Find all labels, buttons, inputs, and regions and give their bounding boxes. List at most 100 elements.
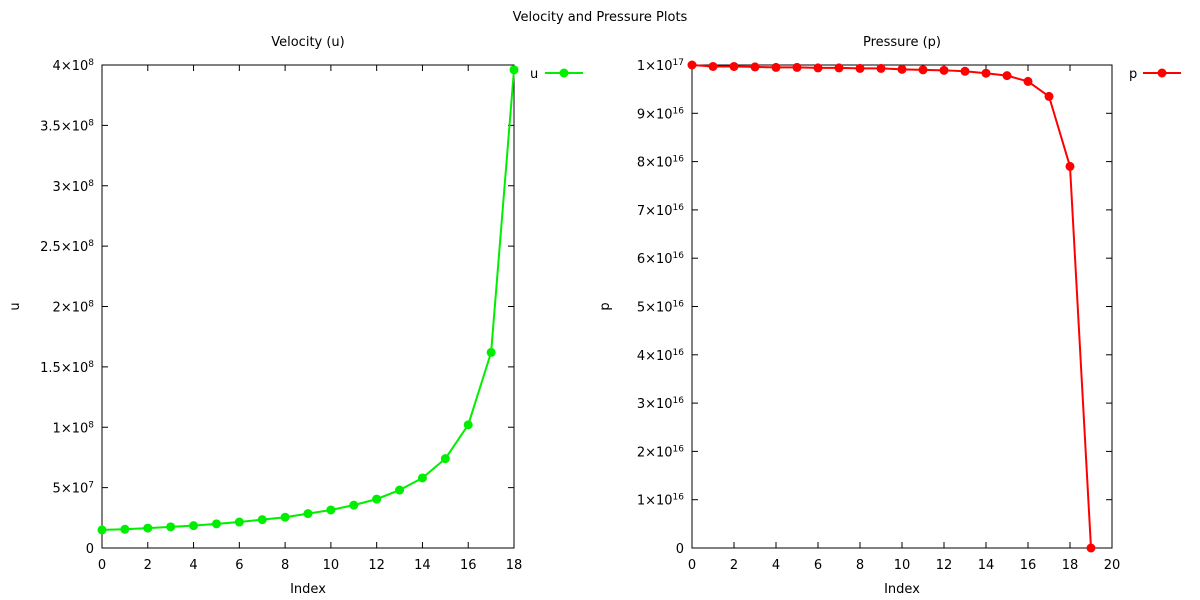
- velocity-data-point: [120, 524, 130, 534]
- pressure-y-tick-base: 4×10: [637, 349, 673, 364]
- velocity-y-tick-exponent: 8: [88, 118, 94, 128]
- velocity-data-point: [97, 525, 107, 535]
- pressure-legend-marker: [1157, 68, 1167, 78]
- pressure-data-point: [939, 65, 949, 75]
- velocity-series-line: [101, 69, 515, 531]
- velocity-x-tick-label: 0: [98, 558, 106, 573]
- velocity-y-tick-label: 5×107: [53, 481, 94, 497]
- velocity-x-axis-label: Index: [290, 582, 326, 597]
- figure-title: Velocity and Pressure Plots: [513, 10, 688, 25]
- velocity-y-tick-label: 3.5×108: [40, 118, 94, 134]
- pressure-y-tick-exponent: 16: [673, 155, 685, 165]
- pressure-y-tick-exponent: 16: [673, 396, 685, 406]
- velocity-data-point: [303, 509, 313, 519]
- pressure-x-tick-label: 20: [1104, 558, 1121, 573]
- pressure-y-tick-base: 0: [676, 542, 684, 557]
- velocity-y-tick-label: 0: [86, 542, 94, 557]
- pressure-x-axis-label: Index: [884, 582, 920, 597]
- pressure-data-point: [918, 65, 928, 75]
- pressure-y-axis-label: p: [598, 302, 613, 310]
- velocity-y-tick-base: 0: [86, 542, 94, 557]
- velocity-y-tick-base: 2.5×10: [40, 240, 88, 255]
- velocity-data-point: [189, 521, 199, 531]
- pressure-x-tick-label: 12: [936, 558, 953, 573]
- pressure-x-tick-label: 6: [814, 558, 822, 573]
- pressure-x-tick-label: 16: [1020, 558, 1037, 573]
- velocity-x-tick-label: 6: [235, 558, 243, 573]
- pressure-y-tick-exponent: 17: [673, 58, 684, 68]
- pressure-x-tick-label: 0: [688, 558, 696, 573]
- velocity-y-tick-exponent: 7: [88, 481, 94, 491]
- velocity-data-point: [440, 454, 450, 464]
- pressure-plot-frame: [691, 64, 1113, 549]
- velocity-y-tick-base: 1.5×10: [40, 361, 88, 376]
- velocity-y-tick-base: 2×10: [53, 301, 89, 316]
- pressure-y-tick-label: 7×1016: [637, 203, 684, 219]
- pressure-data-point: [792, 62, 802, 72]
- velocity-x-tick-label: 16: [460, 558, 477, 573]
- pressure-y-tick-label: 1×1017: [637, 58, 684, 74]
- velocity-y-tick-label: 1×108: [53, 420, 95, 436]
- pressure-y-tick-base: 5×10: [637, 301, 673, 316]
- pressure-y-tick-label: 1×1016: [637, 493, 684, 509]
- velocity-y-tick-base: 5×10: [53, 482, 89, 497]
- pressure-y-tick-label: 5×1016: [637, 300, 684, 316]
- velocity-y-tick-exponent: 8: [88, 239, 94, 249]
- pressure-y-tick-label: 6×1016: [637, 251, 684, 267]
- velocity-y-tick-base: 4×10: [53, 59, 89, 74]
- pressure-data-point: [813, 63, 823, 73]
- pressure-y-tick-base: 9×10: [637, 107, 673, 122]
- pressure-y-tick-exponent: 16: [673, 203, 685, 213]
- pressure-y-tick-base: 6×10: [637, 252, 673, 267]
- pressure-x-tick-label: 8: [856, 558, 864, 573]
- velocity-data-point: [486, 347, 496, 357]
- pressure-data-point: [981, 68, 991, 78]
- pressure-data-point: [897, 64, 907, 74]
- pressure-chart-title: Pressure (p): [863, 35, 941, 50]
- pressure-y-tick-base: 1×10: [637, 59, 673, 74]
- pressure-data-point: [834, 63, 844, 73]
- velocity-y-tick-exponent: 8: [88, 58, 94, 68]
- pressure-data-point: [708, 61, 718, 71]
- pressure-data-point: [855, 63, 865, 73]
- pressure-y-tick-label: 2×1016: [637, 444, 684, 460]
- velocity-y-tick-base: 3.5×10: [40, 119, 88, 134]
- velocity-x-tick-label: 8: [281, 558, 289, 573]
- pressure-x-tick-label: 4: [772, 558, 780, 573]
- velocity-data-point: [166, 522, 176, 532]
- velocity-data-point: [280, 512, 290, 522]
- velocity-y-tick-label: 2.5×108: [40, 239, 94, 255]
- pressure-series-line: [691, 64, 1092, 549]
- velocity-data-point: [417, 473, 427, 483]
- velocity-y-tick-label: 4×108: [53, 58, 95, 74]
- velocity-x-tick-label: 2: [144, 558, 152, 573]
- pressure-y-tick-exponent: 16: [673, 493, 685, 503]
- velocity-y-tick-label: 2×108: [53, 300, 95, 316]
- pressure-data-point: [1044, 91, 1054, 101]
- pressure-y-tick-exponent: 16: [673, 444, 685, 454]
- pressure-y-tick-label: 8×1016: [637, 155, 684, 171]
- pressure-y-tick-label: 3×1016: [637, 396, 684, 412]
- pressure-y-tick-label: 9×1016: [637, 106, 684, 122]
- pressure-data-point: [687, 60, 697, 70]
- velocity-y-tick-exponent: 8: [88, 360, 94, 370]
- velocity-y-tick-base: 3×10: [53, 180, 89, 195]
- pressure-data-point: [960, 66, 970, 76]
- pressure-y-tick-label: 0: [676, 542, 684, 557]
- pressure-y-tick-base: 7×10: [637, 204, 673, 219]
- velocity-x-tick-label: 12: [368, 558, 385, 573]
- velocity-chart-title: Velocity (u): [271, 35, 345, 50]
- velocity-data-point: [509, 65, 519, 75]
- velocity-y-tick-exponent: 8: [88, 420, 94, 430]
- pressure-y-tick-exponent: 16: [673, 348, 685, 358]
- velocity-x-tick-label: 18: [506, 558, 523, 573]
- velocity-data-point: [395, 485, 405, 495]
- velocity-plot-frame: [101, 64, 515, 549]
- pressure-data-point: [1065, 161, 1075, 171]
- velocity-y-axis-label: u: [8, 302, 23, 310]
- velocity-y-tick-exponent: 8: [88, 300, 94, 310]
- pressure-y-tick-base: 8×10: [637, 156, 673, 171]
- pressure-y-tick-base: 1×10: [637, 494, 673, 509]
